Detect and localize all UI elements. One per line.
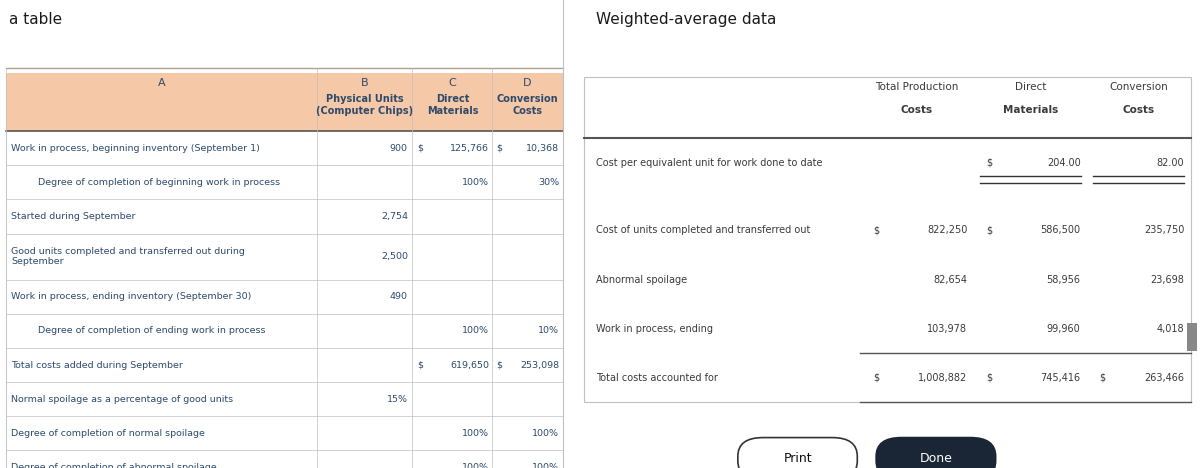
Bar [6, 451, 563, 468]
Text: 82,654: 82,654 [934, 275, 967, 285]
Text: Weighted-average data: Weighted-average data [596, 12, 776, 27]
Bar [583, 77, 1190, 402]
Text: 2,500: 2,500 [380, 252, 408, 261]
Text: 99,960: 99,960 [1046, 324, 1080, 334]
Text: 822,250: 822,250 [926, 226, 967, 235]
Text: $: $ [416, 360, 422, 370]
Bar [6, 348, 563, 382]
Text: Print: Print [784, 452, 812, 465]
Text: 253,098: 253,098 [520, 360, 559, 370]
Text: Normal spoilage as a percentage of good units: Normal spoilage as a percentage of good … [12, 395, 234, 404]
Text: 100%: 100% [462, 429, 488, 438]
Text: Direct: Direct [1014, 82, 1046, 92]
Text: $: $ [986, 158, 992, 168]
Text: C: C [449, 78, 456, 88]
Text: 10%: 10% [539, 326, 559, 336]
Text: Work in process, ending: Work in process, ending [596, 324, 713, 334]
Text: $: $ [874, 373, 880, 383]
Text: $: $ [496, 144, 502, 153]
Text: 619,650: 619,650 [450, 360, 488, 370]
Text: Materials: Materials [1002, 105, 1058, 115]
Text: Costs: Costs [901, 105, 934, 115]
Text: Degree of completion of normal spoilage: Degree of completion of normal spoilage [12, 429, 205, 438]
Text: 4,018: 4,018 [1157, 324, 1184, 334]
Bar [6, 417, 563, 451]
Bar [6, 314, 563, 348]
Text: 30%: 30% [538, 178, 559, 187]
Text: 235,750: 235,750 [1144, 226, 1184, 235]
Text: 100%: 100% [533, 429, 559, 438]
Bar [6, 131, 563, 165]
Bar [1188, 323, 1196, 351]
Text: 125,766: 125,766 [450, 144, 488, 153]
Text: Started during September: Started during September [12, 212, 136, 221]
Text: Degree of completion of ending work in process: Degree of completion of ending work in p… [25, 326, 265, 336]
Bar [6, 199, 563, 234]
Text: $: $ [416, 144, 422, 153]
Text: 103,978: 103,978 [928, 324, 967, 334]
Text: 204.00: 204.00 [1046, 158, 1080, 168]
Text: Physical Units
(Computer Chips): Physical Units (Computer Chips) [316, 94, 413, 116]
Text: 263,466: 263,466 [1145, 373, 1184, 383]
Text: Total Production: Total Production [875, 82, 959, 92]
Text: a table: a table [8, 12, 61, 27]
Text: D: D [523, 78, 532, 88]
Text: 23,698: 23,698 [1151, 275, 1184, 285]
Text: Done: Done [919, 452, 953, 465]
FancyBboxPatch shape [738, 438, 857, 468]
Text: 15%: 15% [386, 395, 408, 404]
Text: Degree of completion of abnormal spoilage: Degree of completion of abnormal spoilag… [12, 463, 217, 468]
Text: 82.00: 82.00 [1157, 158, 1184, 168]
Text: Total costs added during September: Total costs added during September [12, 360, 184, 370]
Text: Work in process, beginning inventory (September 1): Work in process, beginning inventory (Se… [12, 144, 260, 153]
Text: Total costs accounted for: Total costs accounted for [596, 373, 719, 383]
Text: 586,500: 586,500 [1040, 226, 1080, 235]
Text: Abnormal spoilage: Abnormal spoilage [596, 275, 688, 285]
Text: A: A [157, 78, 166, 88]
Text: $: $ [874, 226, 880, 235]
Text: Good units completed and transferred out during
September: Good units completed and transferred out… [12, 247, 245, 266]
Text: 100%: 100% [462, 326, 488, 336]
Text: 100%: 100% [533, 463, 559, 468]
Bar [6, 165, 563, 199]
Text: $: $ [1099, 373, 1105, 383]
Text: Cost per equivalent unit for work done to date: Cost per equivalent unit for work done t… [596, 158, 823, 168]
Text: 58,956: 58,956 [1046, 275, 1080, 285]
Text: $: $ [496, 360, 502, 370]
Text: 100%: 100% [462, 178, 488, 187]
Text: 490: 490 [390, 292, 408, 301]
Text: Costs: Costs [1123, 105, 1154, 115]
Text: $: $ [986, 226, 992, 235]
Text: Direct
Materials: Direct Materials [427, 94, 478, 116]
Text: Conversion
Costs: Conversion Costs [497, 94, 558, 116]
Text: 1,008,882: 1,008,882 [918, 373, 967, 383]
Bar [6, 73, 563, 131]
Text: 900: 900 [390, 144, 408, 153]
FancyBboxPatch shape [876, 438, 996, 468]
Text: Degree of completion of beginning work in process: Degree of completion of beginning work i… [25, 178, 280, 187]
Text: $: $ [986, 373, 992, 383]
Text: 745,416: 745,416 [1040, 373, 1080, 383]
Text: 10,368: 10,368 [526, 144, 559, 153]
Bar [6, 280, 563, 314]
Text: B: B [361, 78, 368, 88]
Bar [6, 234, 563, 280]
Text: Work in process, ending inventory (September 30): Work in process, ending inventory (Septe… [12, 292, 252, 301]
Text: Cost of units completed and transferred out: Cost of units completed and transferred … [596, 226, 811, 235]
Text: Conversion: Conversion [1109, 82, 1168, 92]
Text: 100%: 100% [462, 463, 488, 468]
Bar [6, 382, 563, 417]
Text: 2,754: 2,754 [380, 212, 408, 221]
